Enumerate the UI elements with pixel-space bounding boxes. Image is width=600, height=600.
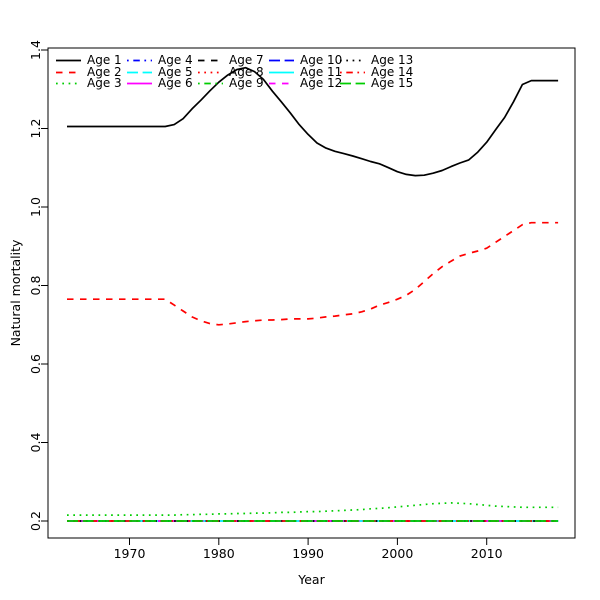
x-axis-title: Year <box>297 572 325 587</box>
series-layer <box>67 66 559 522</box>
legend-item-age-7: Age 7 <box>198 53 269 67</box>
legend-column: Age 4 Age 5 Age 6 <box>127 53 198 91</box>
legend: Age 1 Age 2 Age 3 Age 4 Age 5 Age 6 Age 7 Age 8… <box>56 53 414 91</box>
legend-line-sample <box>269 59 294 62</box>
legend-item-age-5: Age 5 <box>127 64 198 79</box>
legend-line-sample <box>340 83 365 85</box>
y-tick-label: 0.8 <box>28 276 43 296</box>
legend-item-age-1: Age 1 <box>56 53 127 67</box>
x-tick-label: 2010 <box>471 546 503 561</box>
legend-line-sample <box>198 71 223 74</box>
series-line-age-1 <box>67 66 559 177</box>
legend-item-age-9: Age 9 <box>198 76 269 91</box>
y-tick-label: 1.2 <box>28 119 43 139</box>
legend-line-sample <box>56 59 81 62</box>
x-tick-label: 2000 <box>381 546 413 561</box>
axes-layer: 1970 1980 1990 2000 2010 0.2 0.4 0.6 0.8 1.0 1.2 1.… <box>28 40 576 561</box>
legend-label: Age 7 <box>229 53 264 67</box>
legend-column: Age 1 Age 2 Age 3 <box>56 53 127 91</box>
series-line-age-2 <box>67 221 559 326</box>
x-tick-label: 1970 <box>114 546 146 561</box>
legend-item-age-13: Age 13 <box>340 53 414 67</box>
legend-item-age-14: Age 14 <box>340 64 414 79</box>
legend-line-sample <box>269 71 294 74</box>
legend-line-sample <box>127 71 152 74</box>
legend-item-age-11: Age 11 <box>269 64 343 79</box>
legend-item-age-2: Age 2 <box>56 64 127 79</box>
legend-label: Age 9 <box>229 76 264 91</box>
series-line-age-3 <box>67 502 559 516</box>
legend-column: Age 13 Age 14 Age 15 <box>340 53 414 91</box>
legend-item-age-12: Age 12 <box>269 76 343 91</box>
legend-item-age-10: Age 10 <box>269 53 343 67</box>
legend-item-age-4: Age 4 <box>127 53 198 67</box>
y-tick-label: 1.0 <box>28 197 43 217</box>
legend-label: Age 8 <box>229 64 264 79</box>
legend-line-sample <box>340 71 365 74</box>
legend-column: Age 10 Age 11 Age 12 <box>269 53 343 91</box>
legend-label: Age 14 <box>371 64 414 79</box>
legend-item-age-8: Age 8 <box>198 64 269 79</box>
legend-line-sample <box>340 59 365 62</box>
legend-label: Age 15 <box>371 76 414 91</box>
legend-label: Age 13 <box>371 53 414 67</box>
legend-line-sample <box>269 83 294 85</box>
legend-label: Age 11 <box>300 64 343 79</box>
y-tick-label: 0.2 <box>28 511 43 531</box>
y-tick-label: 0.4 <box>28 433 43 453</box>
legend-label: Age 5 <box>158 64 193 79</box>
plot-box <box>47 47 576 539</box>
legend-label: Age 6 <box>158 76 193 91</box>
legend-item-age-3: Age 3 <box>56 76 127 91</box>
legend-label: Age 2 <box>87 64 122 79</box>
legend-label: Age 1 <box>87 53 122 67</box>
legend-line-sample <box>127 59 152 62</box>
y-axis-title: Natural mortality <box>8 239 23 346</box>
legend-item-age-15: Age 15 <box>340 76 414 91</box>
legend-label: Age 4 <box>158 53 193 67</box>
legend-line-sample <box>56 83 81 85</box>
legend-label: Age 10 <box>300 53 343 67</box>
legend-line-sample <box>56 71 81 74</box>
y-tick-label: 0.6 <box>28 354 43 374</box>
y-tick-label: 1.4 <box>28 40 43 60</box>
legend-item-age-6: Age 6 <box>127 76 198 91</box>
legend-label: Age 12 <box>300 76 343 91</box>
x-tick-label: 1990 <box>292 546 324 561</box>
legend-line-sample <box>198 59 223 62</box>
legend-line-sample <box>198 83 223 85</box>
legend-line-sample <box>127 83 152 85</box>
legend-column: Age 7 Age 8 Age 9 <box>198 53 269 91</box>
x-tick-label: 1980 <box>203 546 235 561</box>
legend-label: Age 3 <box>87 76 122 91</box>
